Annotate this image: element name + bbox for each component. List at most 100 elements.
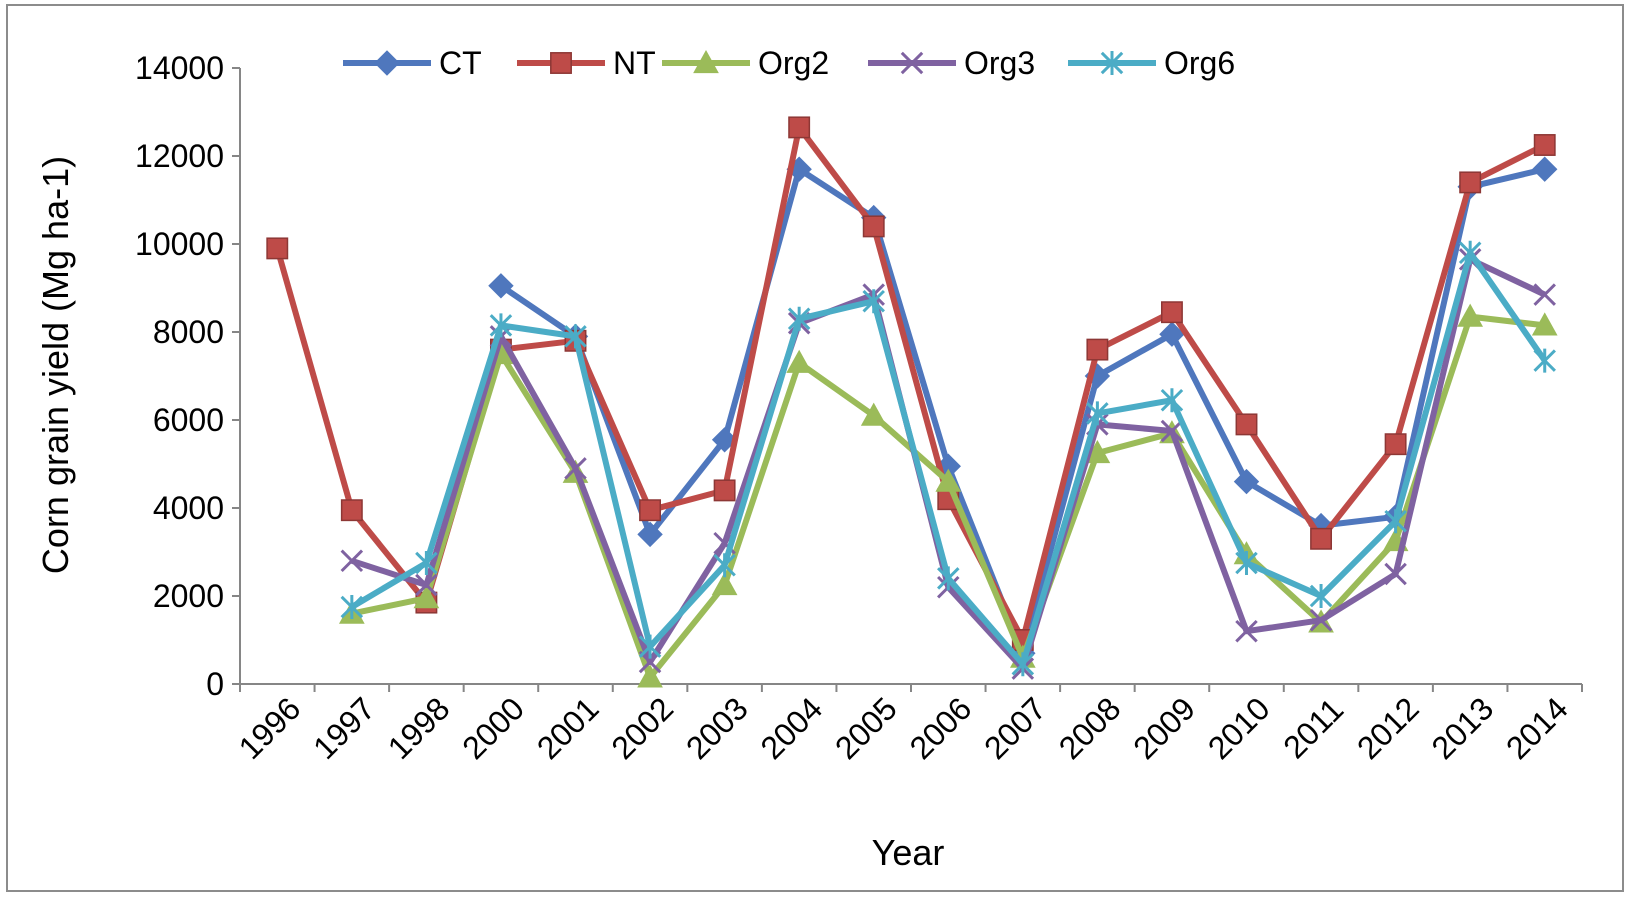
- data-point: [862, 289, 885, 314]
- legend: CT NT Org2 Org3 Org6: [343, 45, 1235, 81]
- data-point: [1310, 527, 1333, 550]
- data-point: [1457, 303, 1484, 327]
- data-point: [637, 664, 663, 688]
- data-point: [1086, 401, 1109, 426]
- data-point: [415, 573, 438, 597]
- data-point: [266, 237, 289, 260]
- x-tick-label: 2002: [604, 690, 680, 766]
- legend-label: Org2: [758, 45, 829, 81]
- series-ct: [488, 156, 1558, 666]
- data-point: [1384, 562, 1407, 586]
- data-point: [1533, 134, 1556, 156]
- data-point: [937, 566, 960, 591]
- data-point: [1459, 171, 1482, 194]
- y-tick-label: 4000: [153, 490, 224, 526]
- data-point: [1309, 608, 1333, 632]
- x-tick-label: 2011: [1276, 691, 1350, 765]
- data-point: [1533, 283, 1556, 306]
- legend-label: CT: [439, 45, 482, 81]
- x-tick-label: 2005: [828, 690, 904, 766]
- y-tick-label: 14000: [135, 50, 224, 86]
- legend-label: NT: [613, 45, 656, 81]
- legend-item-org6: Org6: [1068, 45, 1235, 81]
- y-tick-label: 2000: [153, 578, 224, 614]
- data-point: [564, 457, 587, 480]
- x-tick-label: 2000: [455, 690, 531, 766]
- legend-item-org3: Org3: [868, 45, 1035, 81]
- data-point: [787, 306, 811, 331]
- x-tick-label: 2012: [1350, 690, 1426, 766]
- data-point: [1309, 584, 1333, 608]
- data-point: [1160, 301, 1183, 324]
- data-point: [713, 479, 736, 502]
- data-point: [1235, 619, 1258, 643]
- data-point: [1384, 509, 1407, 534]
- legend-label: Org6: [1164, 45, 1235, 81]
- data-point: [1011, 652, 1035, 677]
- data-point: [340, 499, 363, 522]
- series-org6: [340, 240, 1556, 677]
- data-point: [711, 571, 738, 596]
- x-tick-label: 2010: [1201, 690, 1277, 766]
- data-point: [564, 324, 587, 349]
- y-tick-label: 12000: [135, 138, 224, 174]
- x-axis-title: Year: [872, 832, 945, 873]
- y-tick-label: 10000: [135, 226, 224, 262]
- y-axis-title: Corn grain yield (Mg ha-1): [35, 156, 76, 574]
- data-point: [488, 273, 514, 299]
- data-point: [788, 116, 811, 139]
- legend-marker: [900, 51, 924, 75]
- legend-marker: [374, 50, 400, 76]
- legend-item-org2: Org2: [662, 45, 829, 81]
- data-point: [638, 634, 662, 659]
- data-point: [413, 585, 440, 609]
- x-tick-label: 2008: [1052, 690, 1128, 766]
- data-point: [713, 553, 736, 578]
- legend-marker: [693, 49, 719, 74]
- data-point: [340, 549, 364, 573]
- data-point: [1235, 551, 1258, 575]
- data-point: [1086, 338, 1109, 361]
- data-point: [1160, 388, 1184, 413]
- legend-label: Org3: [964, 45, 1035, 81]
- x-tick-label: 1998: [381, 690, 457, 766]
- data-point: [786, 349, 813, 373]
- series-nt: [266, 116, 1556, 651]
- data-point: [639, 499, 662, 522]
- data-point: [862, 215, 885, 238]
- x-tick-label: 2006: [903, 690, 979, 766]
- data-point: [1384, 433, 1407, 456]
- data-point: [1159, 321, 1185, 347]
- x-tick-label: 2004: [753, 690, 829, 766]
- legend-item-ct: CT: [343, 45, 482, 81]
- data-point: [1532, 156, 1558, 182]
- x-tick-label: 2009: [1126, 690, 1202, 766]
- y-tick-label: 6000: [153, 402, 224, 438]
- data-point: [637, 521, 663, 548]
- legend-marker: [1100, 51, 1124, 75]
- data-point: [489, 313, 513, 338]
- data-point: [711, 427, 738, 453]
- x-tick-label: 2014: [1499, 690, 1575, 766]
- series-lines: [266, 116, 1558, 688]
- data-point: [340, 595, 364, 619]
- x-tick-label: 2001: [530, 690, 606, 766]
- x-tick-label: 1996: [232, 690, 308, 766]
- x-tick-label: 2013: [1424, 690, 1500, 766]
- legend-marker: [550, 52, 572, 74]
- x-tick-label: 1997: [306, 690, 382, 766]
- legend-item-nt: NT: [517, 45, 656, 81]
- x-tick-label: 2007: [977, 690, 1053, 766]
- data-point: [935, 468, 962, 492]
- y-tick-label: 0: [206, 666, 224, 702]
- data-point: [1533, 348, 1556, 373]
- data-point: [1160, 419, 1184, 443]
- data-point: [415, 551, 438, 575]
- data-point: [1458, 240, 1482, 265]
- data-point: [860, 402, 887, 426]
- data-point: [1235, 413, 1258, 436]
- data-point: [1531, 312, 1558, 336]
- x-tick-label: 2003: [679, 690, 755, 766]
- data-point: [1233, 468, 1260, 495]
